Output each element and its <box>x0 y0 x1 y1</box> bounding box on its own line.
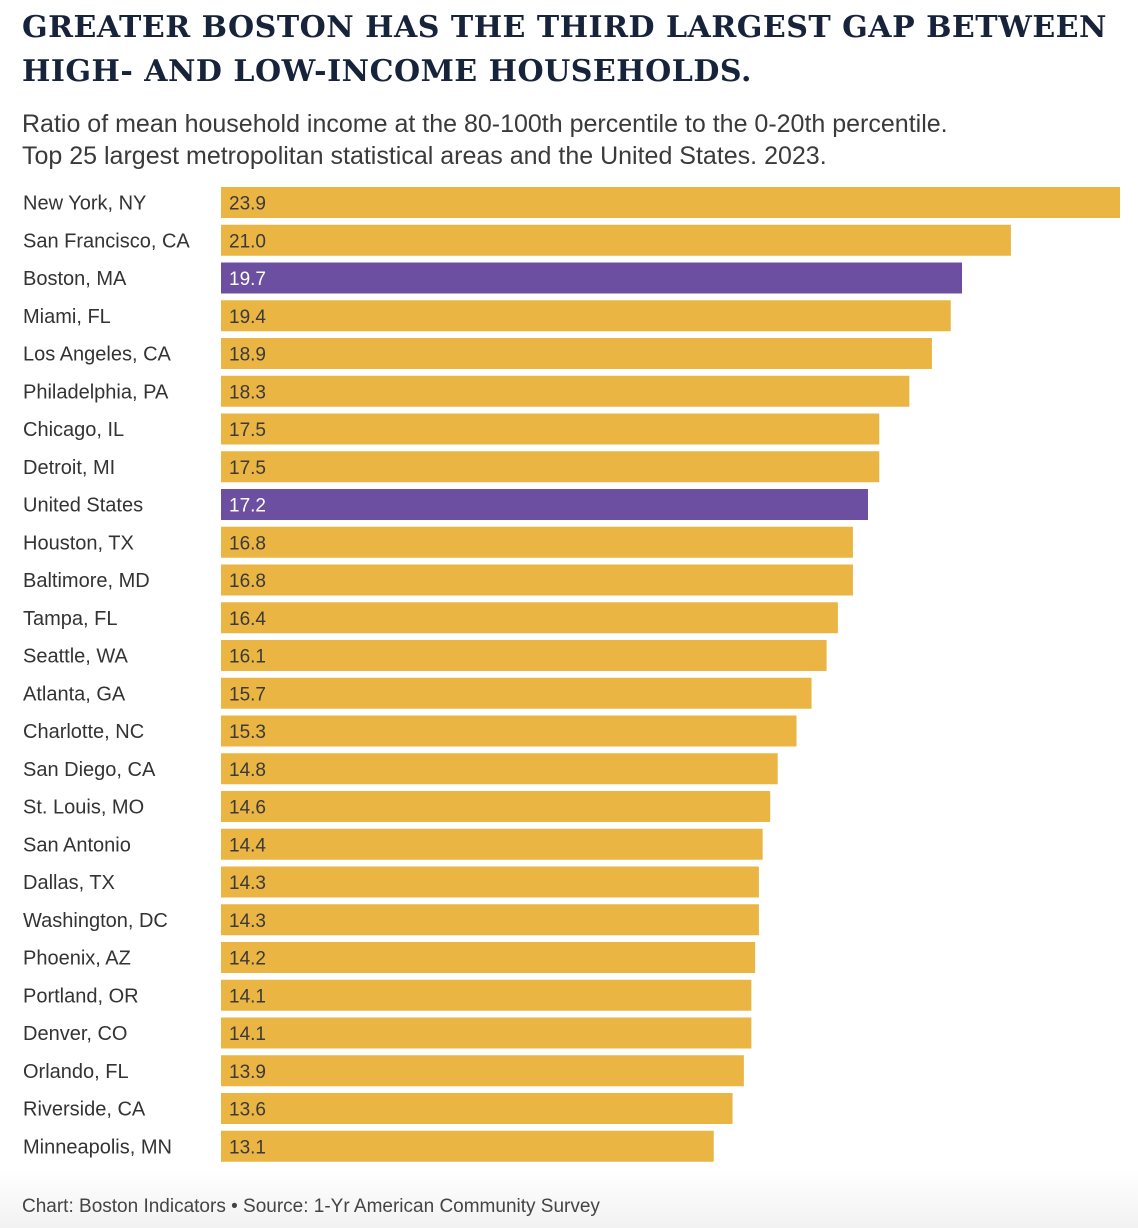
category-label-portland-or: Portland, OR <box>23 985 139 1007</box>
bar-san-francisco-ca <box>221 224 1011 256</box>
category-label-denver-co: Denver, CO <box>23 1023 127 1045</box>
chart-subtitle: Ratio of mean household income at the 80… <box>22 108 1132 172</box>
bar-st-louis-mo <box>221 791 771 822</box>
bar-tampa-fl <box>221 602 838 634</box>
bar-portland-or <box>221 979 752 1011</box>
bar-houston-tx <box>221 526 853 558</box>
value-label-united-states: 17.2 <box>229 496 266 517</box>
bar-new-york-ny <box>221 187 1120 218</box>
chart-title: GREATER BOSTON HAS THE THIRD LARGEST GAP… <box>22 6 1122 94</box>
value-label-los-angeles-ca: 18.9 <box>229 345 266 366</box>
value-label-miami-fl: 19.4 <box>229 307 266 328</box>
value-label-baltimore-md: 16.8 <box>229 571 266 592</box>
value-label-san-diego-ca: 14.8 <box>229 760 266 781</box>
category-label-orlando-fl: Orlando, FL <box>23 1061 129 1083</box>
bar-miami-fl <box>221 300 951 332</box>
bar-boston-ma <box>221 262 963 294</box>
category-label-minneapolis-mn: Minneapolis, MN <box>23 1136 172 1158</box>
value-label-orlando-fl: 13.9 <box>229 1062 266 1083</box>
value-label-riverside-ca: 13.6 <box>229 1100 266 1121</box>
bar-atlanta-ga <box>221 677 812 709</box>
value-label-houston-tx: 16.8 <box>229 533 266 554</box>
value-label-detroit-mi: 17.5 <box>229 458 266 479</box>
bar-seattle-wa <box>221 640 827 671</box>
value-label-washington-dc: 14.3 <box>229 911 266 932</box>
category-label-new-york-ny: New York, NY <box>23 193 146 215</box>
value-label-tampa-fl: 16.4 <box>229 609 266 630</box>
value-label-boston-ma: 19.7 <box>229 269 266 290</box>
category-label-tampa-fl: Tampa, FL <box>23 608 117 630</box>
value-label-st-louis-mo: 14.6 <box>229 798 266 819</box>
chart-subtitle-line-2: Top 25 largest metropolitan statistical … <box>22 142 827 170</box>
category-label-st-louis-mo: St. Louis, MO <box>23 797 144 819</box>
category-label-dallas-tx: Dallas, TX <box>23 872 115 894</box>
bar-washington-dc <box>221 904 759 936</box>
bar-united-states <box>221 489 868 520</box>
value-label-portland-or: 14.1 <box>229 986 266 1007</box>
chart-footer: Chart: Boston Indicators • Source: 1-Yr … <box>22 1196 600 1217</box>
value-label-san-francisco-ca: 21.0 <box>229 231 266 252</box>
value-label-atlanta-ga: 15.7 <box>229 684 266 705</box>
value-label-new-york-ny: 23.9 <box>229 194 266 215</box>
value-label-seattle-wa: 16.1 <box>229 647 266 668</box>
bar-riverside-ca <box>221 1093 733 1124</box>
category-label-seattle-wa: Seattle, WA <box>23 646 129 668</box>
category-label-atlanta-ga: Atlanta, GA <box>23 683 126 705</box>
category-label-los-angeles-ca: Los Angeles, CA <box>23 344 172 366</box>
category-label-charlotte-nc: Charlotte, NC <box>23 721 144 743</box>
category-label-san-diego-ca: San Diego, CA <box>23 759 156 781</box>
footer-band <box>0 1168 1138 1228</box>
value-label-san-antonio: 14.4 <box>229 835 266 856</box>
category-label-phoenix-az: Phoenix, AZ <box>23 948 131 970</box>
value-label-dallas-tx: 14.3 <box>229 873 266 894</box>
chart-title-line-1: GREATER BOSTON HAS THE THIRD LARGEST GAP… <box>22 10 1107 45</box>
category-label-philadelphia-pa: Philadelphia, PA <box>23 381 169 403</box>
category-label-riverside-ca: Riverside, CA <box>23 1099 146 1121</box>
category-label-san-antonio: San Antonio <box>23 834 131 856</box>
bar-orlando-fl <box>221 1055 744 1087</box>
bar-philadelphia-pa <box>221 375 910 407</box>
bar-baltimore-md <box>221 564 853 596</box>
value-label-chicago-il: 17.5 <box>229 420 266 441</box>
value-label-minneapolis-mn: 13.1 <box>229 1137 266 1158</box>
bar-san-antonio <box>221 828 763 860</box>
category-label-united-states: United States <box>23 495 143 517</box>
category-label-boston-ma: Boston, MA <box>23 268 127 290</box>
category-label-san-francisco-ca: San Francisco, CA <box>23 230 190 252</box>
chart-subtitle-line-1: Ratio of mean household income at the 80… <box>22 110 948 138</box>
bar-charlotte-nc <box>221 715 797 747</box>
bar-denver-co <box>221 1017 752 1049</box>
bar-minneapolis-mn <box>221 1130 714 1162</box>
value-label-denver-co: 14.1 <box>229 1024 266 1045</box>
value-label-philadelphia-pa: 18.3 <box>229 382 266 403</box>
category-label-detroit-mi: Detroit, MI <box>23 457 115 479</box>
category-label-miami-fl: Miami, FL <box>23 306 111 328</box>
category-label-houston-tx: Houston, TX <box>23 532 134 554</box>
bar-chicago-il <box>221 413 880 445</box>
category-label-washington-dc: Washington, DC <box>23 910 168 932</box>
chart-title-line-2: HIGH- AND LOW-INCOME HOUSEHOLDS. <box>22 54 752 89</box>
value-label-phoenix-az: 14.2 <box>229 949 266 970</box>
value-label-charlotte-nc: 15.3 <box>229 722 266 743</box>
bar-detroit-mi <box>221 451 880 483</box>
bar-los-angeles-ca <box>221 338 932 369</box>
bar-phoenix-az <box>221 942 756 973</box>
category-label-baltimore-md: Baltimore, MD <box>23 570 150 592</box>
bar-chart: New York, NY 23.9 San Francisco, CA 21.0 Bos… <box>23 187 1120 1162</box>
bar-dallas-tx <box>221 866 759 898</box>
category-label-chicago-il: Chicago, IL <box>23 419 124 441</box>
bar-san-diego-ca <box>221 753 778 785</box>
